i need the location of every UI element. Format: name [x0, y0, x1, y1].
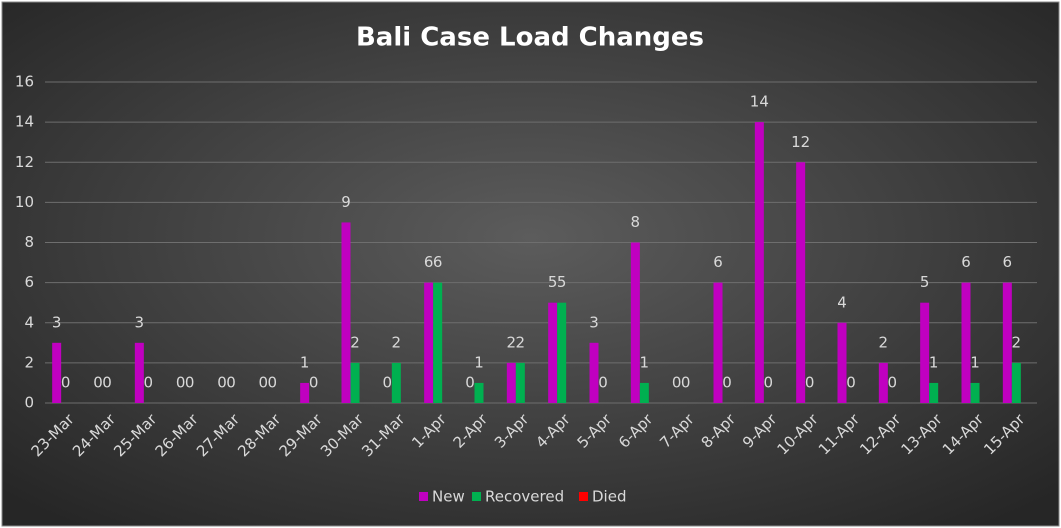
legend-swatch — [419, 492, 428, 501]
bar — [300, 382, 310, 403]
data-label: 3 — [52, 313, 62, 331]
chart-title: Bali Case Load Changes — [356, 23, 704, 53]
bar — [754, 122, 764, 403]
data-label: 0 — [764, 374, 774, 392]
data-label: 0 — [144, 374, 154, 392]
data-label: 6 — [424, 253, 434, 271]
bar — [929, 382, 939, 403]
data-label: 0 — [268, 374, 278, 392]
y-tick-label: 6 — [24, 273, 34, 291]
y-tick-label: 14 — [15, 113, 34, 131]
bar — [920, 302, 930, 403]
data-label: 0 — [226, 374, 236, 392]
data-label: 2 — [1012, 333, 1022, 351]
data-label: 0 — [805, 374, 815, 392]
data-label: 1 — [970, 353, 980, 371]
bar — [424, 282, 434, 403]
bar — [878, 362, 888, 403]
y-tick-label: 16 — [15, 73, 34, 91]
bar — [970, 382, 980, 403]
bar — [557, 302, 567, 403]
data-label: 9 — [341, 193, 351, 211]
data-label: 2 — [516, 333, 526, 351]
data-label: 2 — [350, 333, 360, 351]
data-label: 0 — [102, 374, 112, 392]
legend-swatch — [579, 492, 588, 501]
data-label: 0 — [176, 374, 186, 392]
data-label: 1 — [640, 353, 650, 371]
y-tick-label: 12 — [15, 153, 34, 171]
legend-label: Recovered — [485, 488, 564, 506]
legend-label: New — [432, 488, 465, 506]
bar — [713, 282, 723, 403]
bar — [589, 342, 599, 403]
data-label: 6 — [1003, 253, 1013, 271]
data-label: 0 — [598, 374, 608, 392]
data-label: 0 — [259, 374, 269, 392]
data-label: 0 — [888, 374, 898, 392]
y-tick-label: 4 — [24, 313, 34, 331]
bar — [630, 242, 640, 403]
data-label: 6 — [433, 253, 443, 271]
data-label: 1 — [300, 353, 310, 371]
data-label: 2 — [507, 333, 517, 351]
bar — [391, 362, 401, 403]
data-label: 0 — [383, 374, 393, 392]
data-label: 0 — [185, 374, 195, 392]
data-label: 0 — [93, 374, 103, 392]
data-label: 0 — [217, 374, 227, 392]
data-label: 6 — [713, 253, 723, 271]
data-label: 3 — [589, 313, 599, 331]
data-label: 5 — [920, 273, 930, 291]
data-label: 5 — [548, 273, 558, 291]
data-label: 1 — [929, 353, 939, 371]
data-label: 3 — [135, 313, 145, 331]
data-label: 6 — [961, 253, 971, 271]
bar — [506, 362, 516, 403]
data-label: 0 — [309, 374, 319, 392]
data-label: 4 — [837, 293, 847, 311]
bar — [796, 162, 806, 403]
data-label: 5 — [557, 273, 567, 291]
y-tick-label: 8 — [24, 233, 34, 251]
data-label: 14 — [750, 93, 769, 111]
y-tick-label: 2 — [24, 353, 34, 371]
bar — [515, 362, 525, 403]
bar — [1011, 362, 1021, 403]
y-tick-label: 10 — [15, 193, 34, 211]
data-label: 12 — [791, 133, 810, 151]
data-label: 2 — [879, 333, 889, 351]
data-label: 2 — [392, 333, 402, 351]
bar — [548, 302, 558, 403]
bar — [52, 342, 62, 403]
bar — [341, 222, 351, 403]
data-label: 8 — [631, 213, 641, 231]
legend-swatch — [472, 492, 481, 501]
data-label: 1 — [474, 353, 484, 371]
data-label: 0 — [846, 374, 856, 392]
data-label: 0 — [722, 374, 732, 392]
bar — [837, 322, 847, 403]
legend-label: Died — [592, 488, 626, 506]
bar — [961, 282, 971, 403]
y-tick-label: 0 — [24, 394, 34, 412]
bar — [1002, 282, 1012, 403]
bar — [350, 362, 360, 403]
data-label: 0 — [681, 374, 691, 392]
data-label: 0 — [61, 374, 71, 392]
data-label: 0 — [672, 374, 682, 392]
bar — [639, 382, 649, 403]
data-label: 0 — [465, 374, 475, 392]
bar — [433, 282, 443, 403]
bar — [134, 342, 144, 403]
bar — [474, 382, 484, 403]
